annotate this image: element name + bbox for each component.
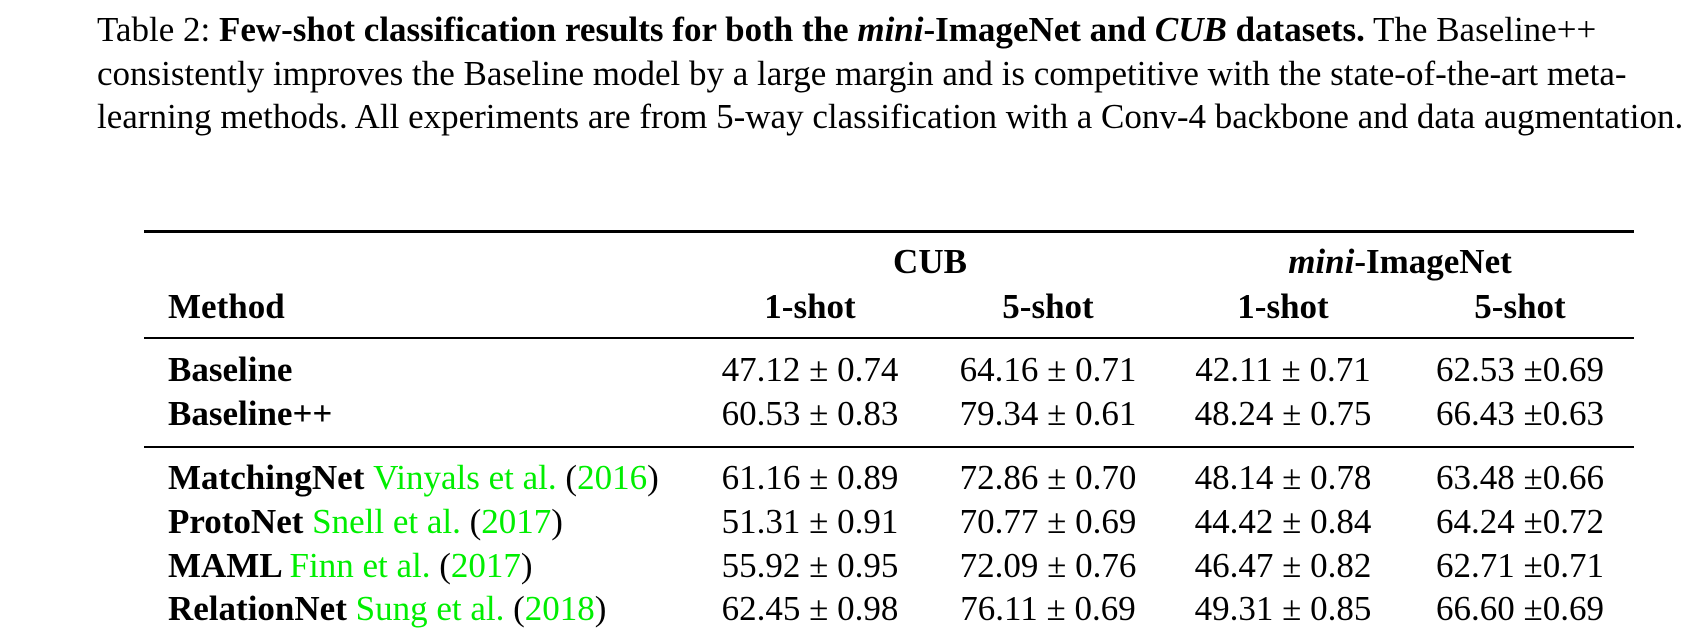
table-row-method: MAML Finn et al. (2017) [168,546,533,585]
column-header-cub-5shot: 5-shot [1002,287,1094,326]
table-cell: 60.53 ± 0.83 [721,394,899,433]
table-cell: 62.71 ±0.71 [1436,546,1604,585]
method-name: MatchingNet [168,458,365,497]
table-cell: 79.34 ± 0.61 [959,394,1137,433]
table-cell: 48.14 ± 0.78 [1194,458,1372,497]
table-cell: 64.24 ±0.72 [1436,502,1604,541]
method-name: ProtoNet [168,502,304,541]
table-cell: 46.47 ± 0.82 [1194,546,1372,585]
citation-year-link[interactable]: 2018 [524,589,595,628]
column-header-mini-5shot: 5-shot [1474,287,1566,326]
column-header-mini-1shot: 1-shot [1237,287,1329,326]
table-section-rule [144,446,1634,448]
citation-year-link[interactable]: 2017 [481,502,552,541]
table-cell: 70.77 ± 0.69 [959,502,1137,541]
table-cell: 42.11 ± 0.71 [1195,350,1371,389]
table-cell: 47.12 ± 0.74 [721,350,899,389]
method-name: MAML [168,546,281,585]
table-row-method: ProtoNet Snell et al. (2017) [168,502,563,541]
citation-year-link[interactable]: 2016 [577,458,648,497]
table-header-rule [144,337,1634,339]
table-cell: 66.60 ±0.69 [1436,589,1604,628]
table-cell: 55.92 ± 0.95 [721,546,899,585]
column-header-cub-1shot: 1-shot [764,287,856,326]
citation-link[interactable]: Snell et al. [312,502,461,541]
table-cell: 63.48 ±0.66 [1436,458,1604,497]
table-cell: 51.31 ± 0.91 [721,502,899,541]
citation-link[interactable]: Finn et al. [289,546,431,585]
table-cell: 64.16 ± 0.71 [959,350,1137,389]
caption-label: Table 2: [97,10,211,49]
caption-title-italic1: mini [857,10,924,49]
group-header-cub: CUB [893,242,967,281]
table-cell: 76.11 ± 0.69 [960,589,1136,628]
table-cell: 49.31 ± 0.85 [1194,589,1372,628]
table-cell: 62.45 ± 0.98 [721,589,899,628]
caption-title-part1: Few-shot classification results for both… [218,10,849,49]
table-cell: 48.24 ± 0.75 [1194,394,1372,433]
table-top-rule [144,230,1634,233]
group-header-mini-rest: -ImageNet [1354,242,1512,281]
table-row-method: MatchingNet Vinyals et al. (2016) [168,458,659,497]
caption-title-part3: datasets. [1235,10,1365,49]
table-row-method: Baseline++ [168,394,333,433]
method-name: RelationNet [168,589,347,628]
table-cell: 72.86 ± 0.70 [959,458,1137,497]
caption-title-part2: -ImageNet and [923,10,1147,49]
table-cell: 66.43 ±0.63 [1436,394,1604,433]
group-header-mini-italic: mini [1288,242,1355,281]
table-cell: 72.09 ± 0.76 [959,546,1137,585]
citation-link[interactable]: Sung et al. [355,589,505,628]
table-cell: 61.16 ± 0.89 [721,458,899,497]
caption-title: Few-shot classification results for both… [219,10,1365,49]
caption-body: The Baseline++ consistently improves the… [97,10,1684,136]
column-header-method: Method [168,287,285,326]
citation-link[interactable]: Vinyals et al. [373,458,557,497]
table-cell: 44.42 ± 0.84 [1194,502,1372,541]
table-row-method: Baseline [168,350,293,389]
caption-title-italic2: CUB [1154,10,1227,49]
table-cell: 62.53 ±0.69 [1436,350,1604,389]
group-header-mini-imagenet: mini-ImageNet [1240,242,1560,282]
citation-year-link[interactable]: 2017 [450,546,521,585]
table-row-method: RelationNet Sung et al. (2018) [168,589,607,628]
table-caption: Table 2: Few-shot classification results… [97,8,1687,139]
